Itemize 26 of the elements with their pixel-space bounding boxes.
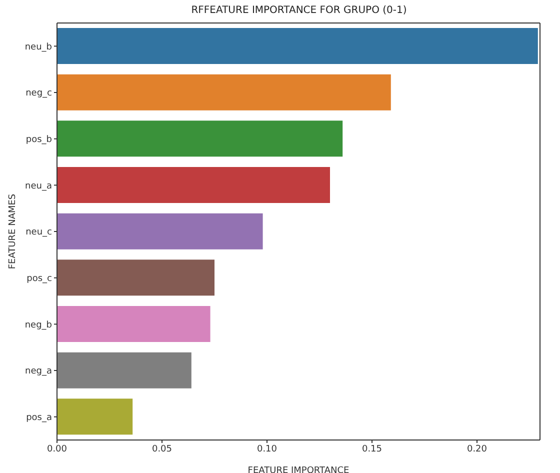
y-tick-label: pos_a <box>26 413 52 424</box>
y-tick-label: neu_c <box>26 228 52 238</box>
y-axis-title: FEATURE NAMES <box>8 194 18 270</box>
bar <box>57 213 263 250</box>
y-tick-label: neu_b <box>24 42 52 52</box>
y-tick-label: neg_b <box>24 320 52 330</box>
chart-title: RFFEATURE IMPORTANCE FOR GRUPO (0-1) <box>190 5 408 16</box>
bar <box>57 306 210 342</box>
y-tick-label: neu_a <box>25 181 52 192</box>
y-tick-label: pos_c <box>26 274 52 284</box>
bar <box>57 398 133 435</box>
bar <box>57 167 330 203</box>
bar <box>57 28 538 64</box>
x-axis-title: FEATURE IMPORTANCE <box>248 466 350 473</box>
x-tick-label: 0.10 <box>256 444 278 454</box>
x-tick-label: 0.15 <box>362 444 382 454</box>
y-tick-label: neg_a <box>25 366 52 377</box>
y-tick-label: pos_b <box>26 135 52 146</box>
x-tick-label: 0.20 <box>466 444 488 454</box>
bar <box>57 260 214 296</box>
x-tick-label: 0.05 <box>152 444 172 454</box>
x-tick-label: 0.00 <box>46 444 68 454</box>
y-tick-label: neg_c <box>26 88 52 99</box>
bar <box>57 74 391 110</box>
bar <box>57 352 192 388</box>
bar <box>57 120 343 157</box>
